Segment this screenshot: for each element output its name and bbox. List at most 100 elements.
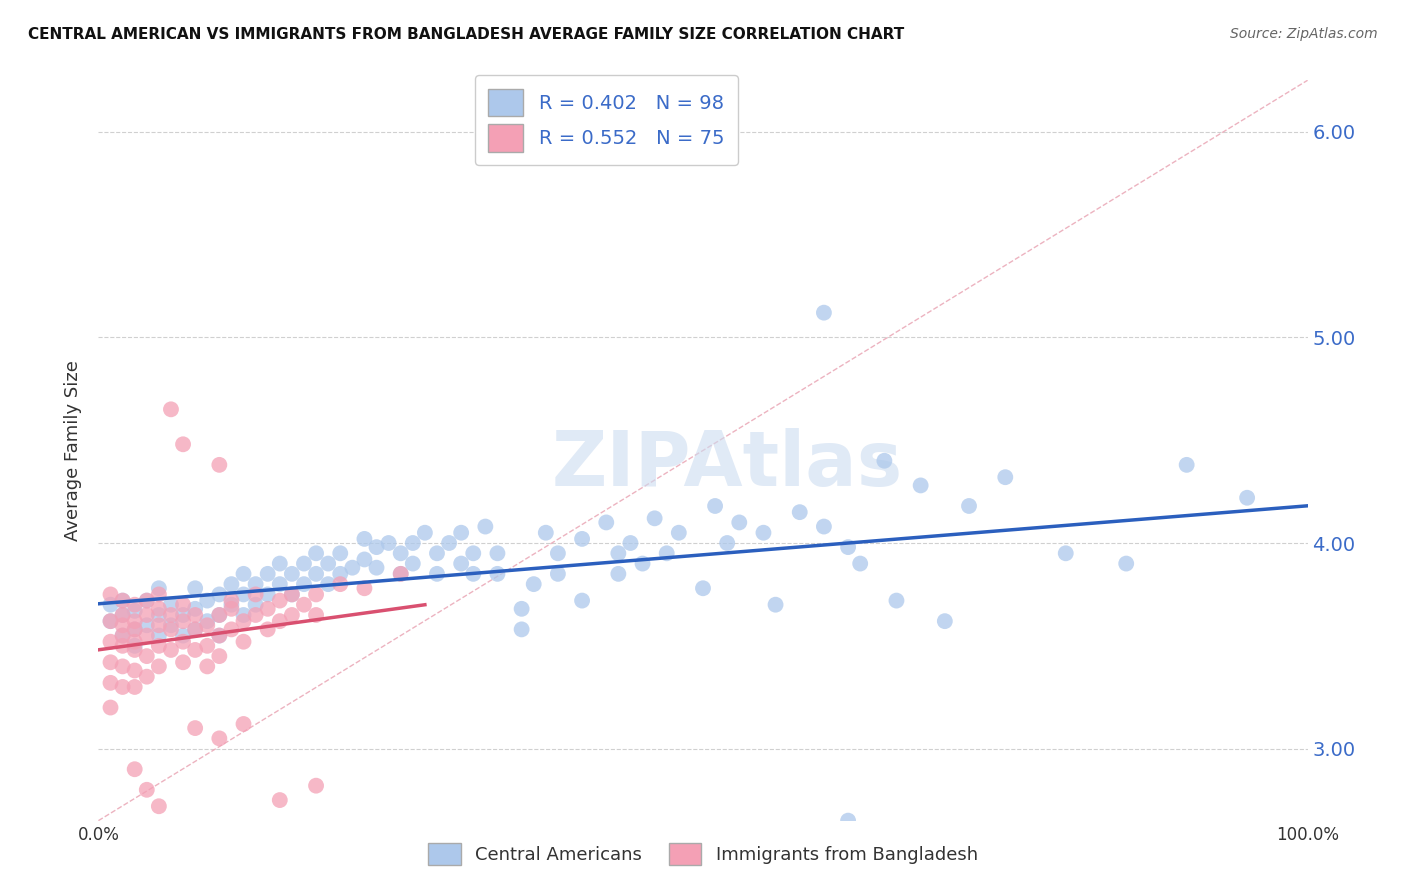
Point: [426, 546, 449, 560]
Point: [377, 536, 399, 550]
Point: [305, 779, 328, 793]
Legend: R = 0.402   N = 98, R = 0.552   N = 75: R = 0.402 N = 98, R = 0.552 N = 75: [475, 75, 738, 165]
Point: [547, 546, 569, 560]
Point: [100, 676, 122, 690]
Point: [305, 587, 328, 601]
Point: [450, 557, 472, 571]
Point: [148, 581, 170, 595]
Point: [353, 552, 375, 566]
Point: [221, 593, 243, 607]
Point: [245, 598, 267, 612]
Point: [389, 566, 412, 581]
Point: [124, 604, 146, 618]
Point: [1115, 557, 1137, 571]
Point: [873, 454, 896, 468]
Point: [184, 623, 207, 637]
Point: [208, 629, 231, 643]
Point: [571, 532, 593, 546]
Point: [148, 607, 170, 622]
Text: Source: ZipAtlas.com: Source: ZipAtlas.com: [1230, 27, 1378, 41]
Point: [135, 629, 157, 643]
Point: [450, 525, 472, 540]
Point: [232, 587, 254, 601]
Point: [426, 566, 449, 581]
Text: ZIPAtlas: ZIPAtlas: [551, 428, 903, 502]
Point: [148, 587, 170, 601]
Point: [292, 598, 315, 612]
Point: [547, 566, 569, 581]
Point: [148, 639, 170, 653]
Point: [837, 540, 859, 554]
Point: [184, 602, 207, 616]
Point: [269, 593, 291, 607]
Point: [316, 577, 339, 591]
Point: [619, 536, 641, 550]
Point: [510, 602, 533, 616]
Point: [100, 700, 122, 714]
Point: [232, 566, 254, 581]
Point: [269, 614, 291, 628]
Point: [269, 577, 291, 591]
Point: [1236, 491, 1258, 505]
Point: [269, 793, 291, 807]
Point: [172, 437, 194, 451]
Point: [437, 536, 460, 550]
Point: [413, 525, 436, 540]
Point: [789, 505, 811, 519]
Point: [402, 557, 425, 571]
Point: [292, 557, 315, 571]
Point: [232, 634, 254, 648]
Point: [184, 623, 207, 637]
Point: [111, 618, 134, 632]
Point: [208, 649, 231, 664]
Point: [160, 598, 183, 612]
Point: [148, 618, 170, 632]
Point: [716, 536, 738, 550]
Point: [111, 639, 134, 653]
Point: [172, 629, 194, 643]
Point: [813, 306, 835, 320]
Point: [366, 540, 388, 554]
Point: [232, 717, 254, 731]
Point: [245, 577, 267, 591]
Point: [281, 607, 304, 622]
Point: [124, 762, 146, 776]
Point: [655, 546, 678, 560]
Point: [245, 587, 267, 601]
Point: [195, 659, 218, 673]
Point: [172, 655, 194, 669]
Point: [607, 546, 630, 560]
Point: [135, 618, 157, 632]
Point: [463, 546, 485, 560]
Point: [631, 557, 654, 571]
Point: [135, 593, 157, 607]
Point: [208, 587, 231, 601]
Point: [111, 607, 134, 622]
Point: [160, 607, 183, 622]
Point: [256, 623, 278, 637]
Point: [1054, 546, 1077, 560]
Point: [765, 598, 787, 612]
Point: [111, 593, 134, 607]
Point: [100, 587, 122, 601]
Point: [305, 546, 328, 560]
Point: [221, 598, 243, 612]
Point: [1175, 458, 1198, 472]
Point: [305, 566, 328, 581]
Point: [195, 618, 218, 632]
Point: [160, 643, 183, 657]
Point: [160, 618, 183, 632]
Point: [510, 623, 533, 637]
Point: [692, 581, 714, 595]
Point: [860, 834, 883, 848]
Y-axis label: Average Family Size: Average Family Size: [63, 360, 82, 541]
Point: [160, 623, 183, 637]
Point: [366, 560, 388, 574]
Point: [353, 581, 375, 595]
Point: [934, 614, 956, 628]
Point: [221, 623, 243, 637]
Point: [305, 607, 328, 622]
Legend: Central Americans, Immigrants from Bangladesh: Central Americans, Immigrants from Bangl…: [419, 834, 987, 874]
Point: [463, 566, 485, 581]
Point: [111, 629, 134, 643]
